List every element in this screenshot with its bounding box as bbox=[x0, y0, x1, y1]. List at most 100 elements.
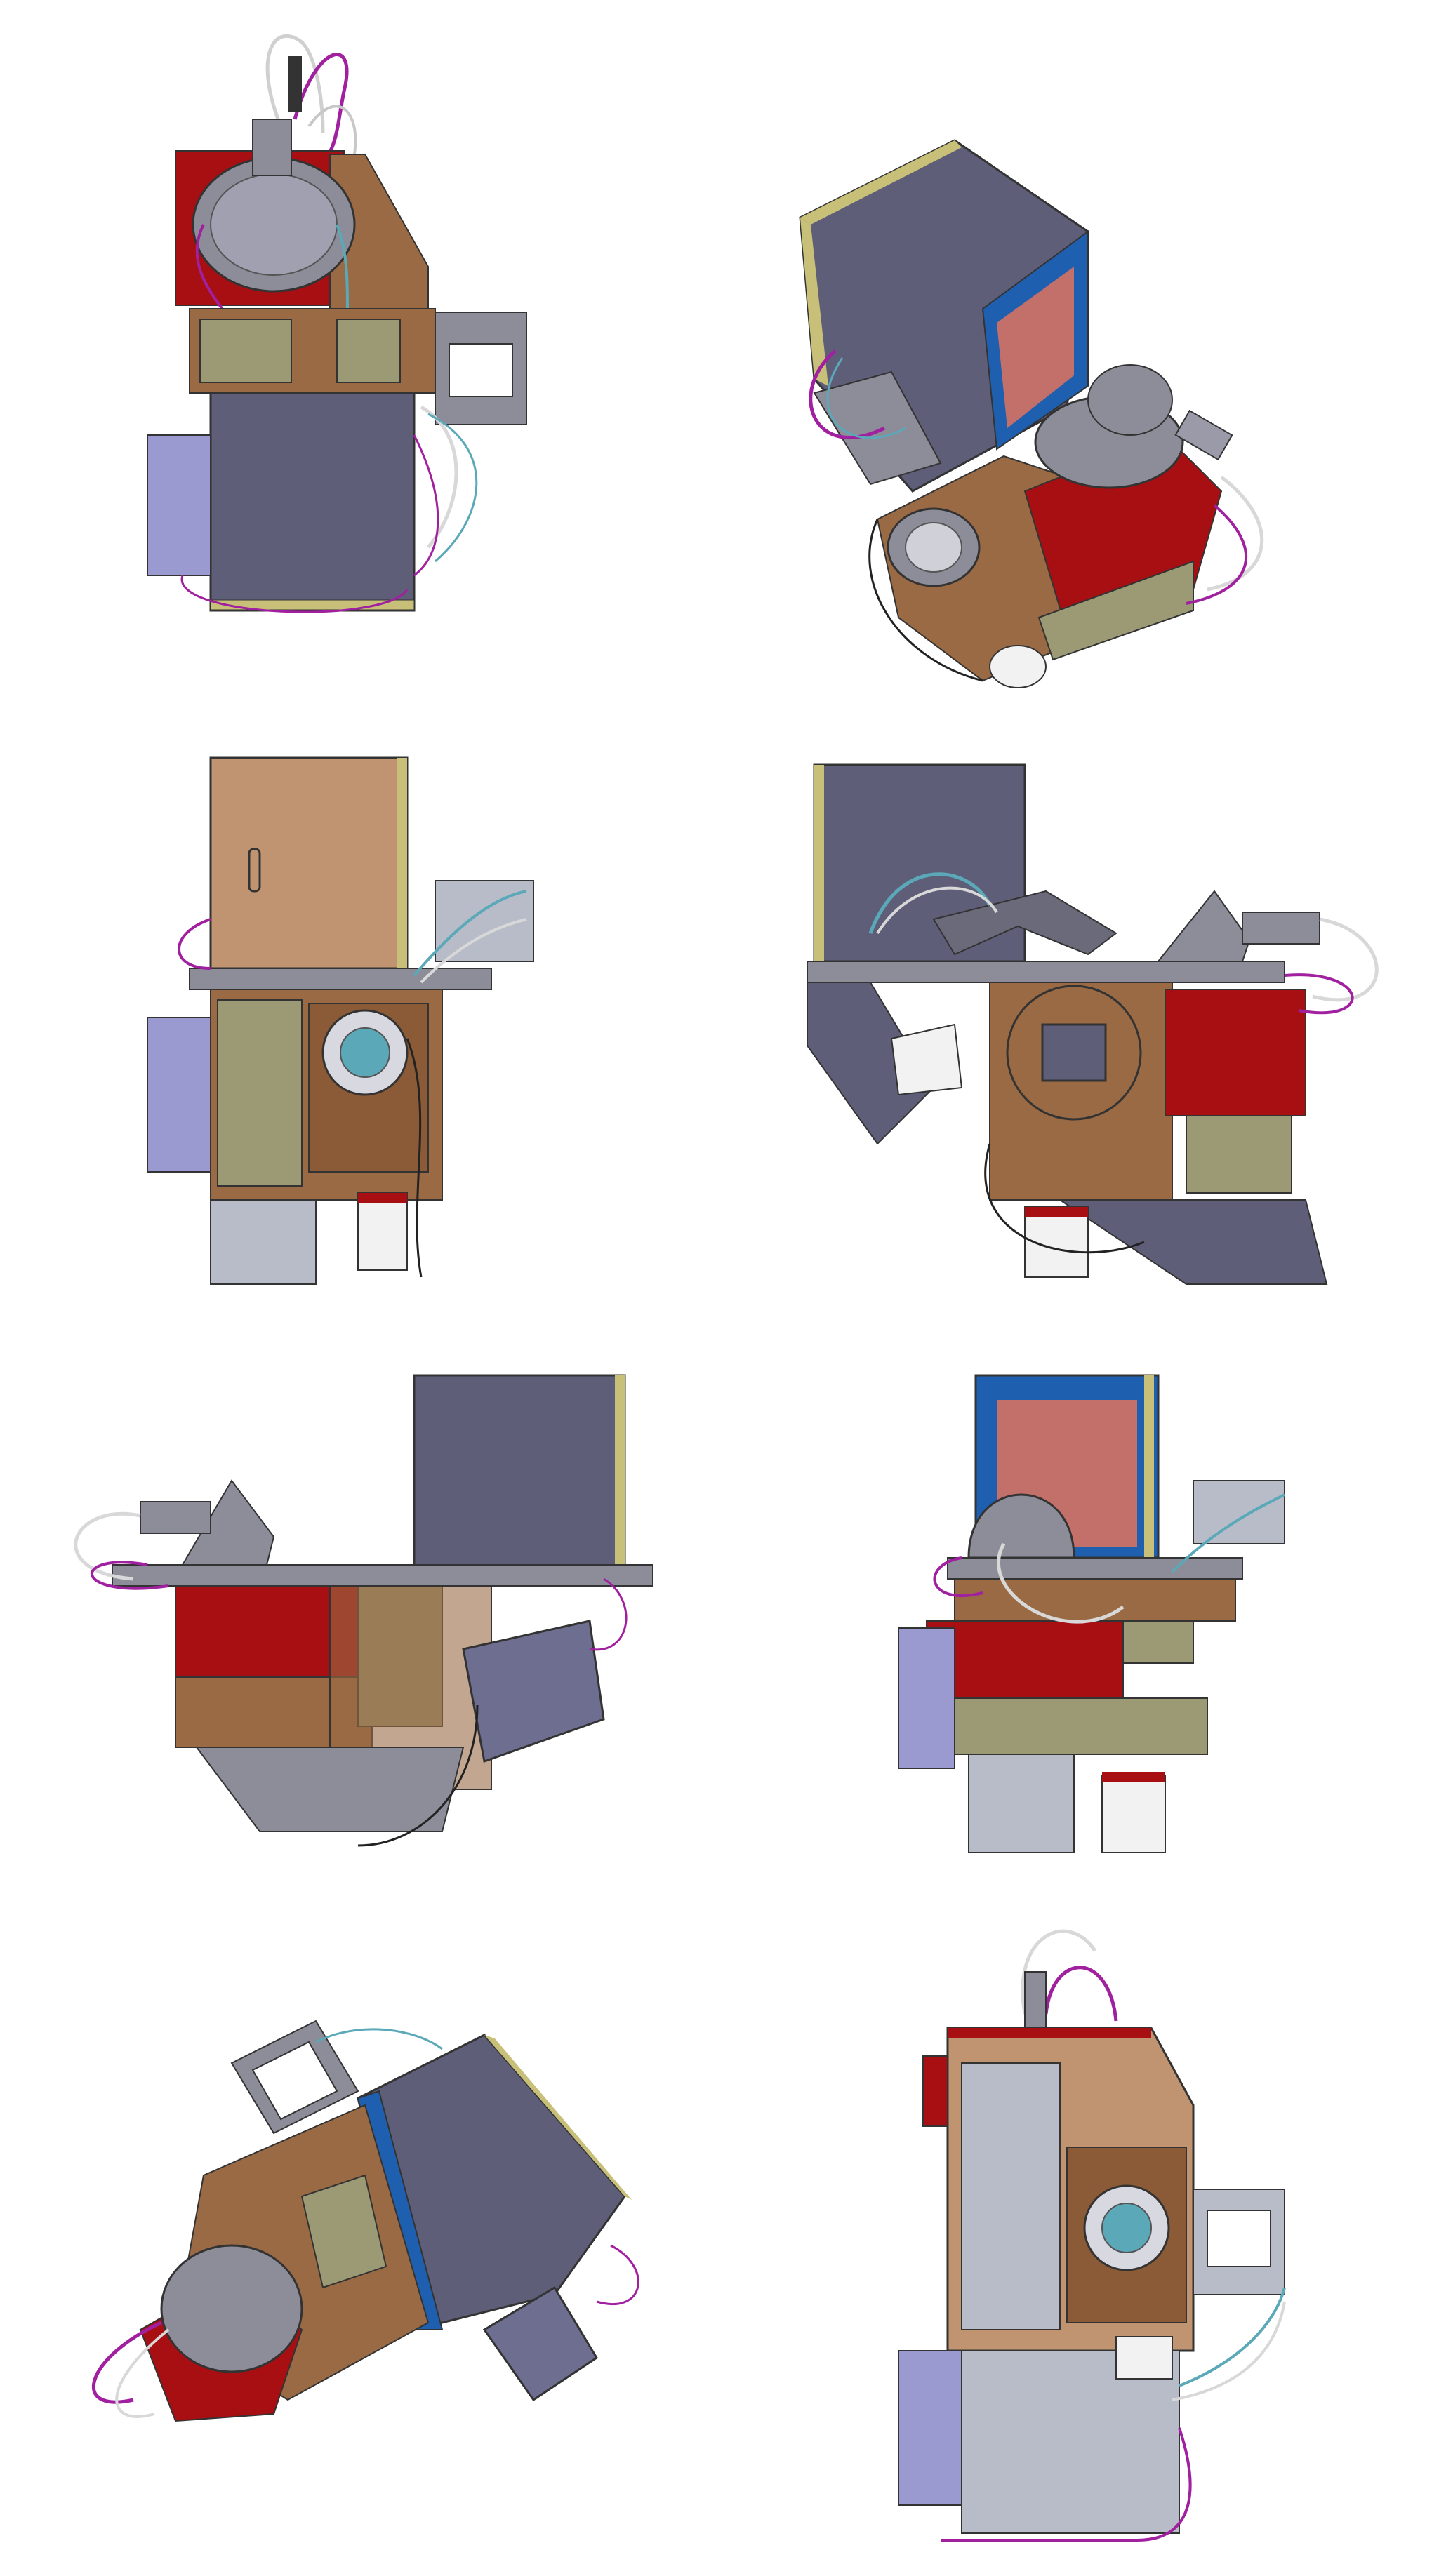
cable-bundle bbox=[406, 1038, 423, 1278]
cad-view-6 bbox=[891, 1354, 1327, 1888]
flange-inner bbox=[340, 1027, 390, 1078]
cable-bundle bbox=[293, 53, 349, 171]
cable-bundle bbox=[933, 1556, 983, 1598]
cad-view-1 bbox=[105, 14, 562, 632]
cable-bundle bbox=[413, 434, 439, 577]
red-strip bbox=[948, 2028, 1151, 2038]
steel-base bbox=[210, 1199, 317, 1285]
cable-bundle bbox=[1284, 973, 1354, 1015]
yellow-trim bbox=[800, 218, 828, 386]
cable-bundle bbox=[868, 872, 992, 934]
red-housing bbox=[922, 2055, 948, 2127]
red-ring bbox=[1102, 1772, 1165, 1782]
cable-bundle bbox=[589, 1577, 628, 1651]
bracket-window bbox=[449, 343, 513, 397]
lavender-box bbox=[898, 1627, 955, 1769]
bracket-window bbox=[251, 2041, 338, 2121]
cable-bundle bbox=[315, 2028, 443, 2050]
yellow-trim bbox=[397, 758, 407, 968]
steel-base bbox=[961, 2350, 1180, 2534]
lavender-box bbox=[147, 434, 211, 576]
cable-bundle bbox=[941, 2427, 1192, 2542]
steel-band bbox=[189, 968, 492, 990]
olive-panel bbox=[1037, 560, 1194, 661]
cad-view-2 bbox=[772, 126, 1376, 730]
cable-bundle bbox=[596, 2244, 639, 2306]
salmon-panel bbox=[997, 267, 1074, 428]
yellow-trim bbox=[615, 1375, 625, 1572]
bracket-frame bbox=[932, 890, 1117, 956]
cable-bundle bbox=[74, 1511, 141, 1581]
flange-inner bbox=[905, 522, 962, 573]
steel-band bbox=[112, 1564, 653, 1587]
steel-plate bbox=[807, 982, 935, 1145]
red-ring bbox=[358, 1193, 407, 1203]
steel-base bbox=[968, 1754, 1075, 1853]
connector bbox=[288, 56, 302, 112]
cable-bundle bbox=[91, 2321, 163, 2404]
cable-bundle bbox=[180, 575, 409, 613]
cable-bundle bbox=[427, 413, 478, 563]
bracket-frame bbox=[1193, 1480, 1285, 1544]
dome bbox=[160, 2244, 303, 2373]
cad-view-8 bbox=[884, 1895, 1334, 2561]
dome bbox=[967, 1493, 1075, 1559]
lavender-box bbox=[898, 2350, 962, 2506]
white-drum bbox=[890, 1023, 963, 1096]
steel-base bbox=[1057, 1199, 1328, 1285]
olive-panel bbox=[217, 999, 303, 1187]
cad-view-4 bbox=[793, 751, 1404, 1312]
dome-top bbox=[1087, 364, 1173, 436]
side-panel bbox=[329, 154, 429, 309]
tan-enclosure bbox=[209, 756, 409, 970]
cable-bundle bbox=[413, 890, 527, 977]
cable-bundle bbox=[1179, 2287, 1286, 2387]
white-drum bbox=[1115, 2336, 1173, 2380]
flange-neck bbox=[252, 119, 292, 176]
white-drum bbox=[1101, 1775, 1166, 1853]
cable-bundle bbox=[91, 1561, 169, 1590]
cable-bundle bbox=[1172, 2301, 1286, 2401]
steel-band bbox=[947, 1557, 1243, 1580]
cable-bundle bbox=[1312, 917, 1379, 1002]
lavender-box bbox=[147, 1017, 211, 1173]
dome bbox=[1156, 890, 1251, 962]
gray-enclosure bbox=[209, 392, 416, 612]
gray-enclosure bbox=[413, 1374, 626, 1573]
cable-bundle bbox=[420, 918, 527, 984]
red-ring bbox=[1025, 1207, 1088, 1217]
red-housing bbox=[1165, 989, 1306, 1116]
cable-bundle bbox=[1021, 1929, 1097, 2015]
flange-inner bbox=[210, 173, 338, 276]
cable-bundle bbox=[1186, 504, 1248, 605]
yellow-trim bbox=[484, 2035, 632, 2200]
white-drum bbox=[989, 645, 1047, 688]
handle bbox=[248, 848, 261, 893]
cable-bundle bbox=[1044, 1966, 1118, 2022]
white-drum bbox=[357, 1192, 408, 1271]
cable-bundle bbox=[357, 1704, 479, 1847]
cable-bundle bbox=[115, 2328, 170, 2418]
cad-view-5 bbox=[28, 1354, 653, 1895]
yellow-trim bbox=[800, 140, 962, 225]
cable-bundle bbox=[997, 1542, 1125, 1624]
cable-bundle bbox=[1207, 476, 1264, 592]
cable-bundle bbox=[265, 34, 325, 134]
olive-panel bbox=[1186, 1115, 1292, 1194]
steel-panel bbox=[961, 2062, 1061, 2330]
dome bbox=[181, 1479, 275, 1566]
connector-tube bbox=[1174, 409, 1233, 461]
olive-panel bbox=[954, 1697, 1208, 1755]
connector-tube bbox=[1242, 912, 1320, 945]
cad-view-3 bbox=[126, 744, 583, 1291]
cable-bundle bbox=[984, 1143, 1145, 1254]
red-housing bbox=[926, 1620, 1124, 1699]
olive-panel bbox=[300, 2174, 387, 2289]
yellow-trim bbox=[1144, 1375, 1154, 1558]
steel-band bbox=[807, 961, 1285, 983]
cable-bundle bbox=[1171, 1493, 1285, 1573]
cable-bundle bbox=[178, 918, 211, 970]
copper-body bbox=[954, 1578, 1236, 1622]
cable-bundle bbox=[826, 357, 906, 439]
cable-bundle bbox=[868, 519, 983, 682]
